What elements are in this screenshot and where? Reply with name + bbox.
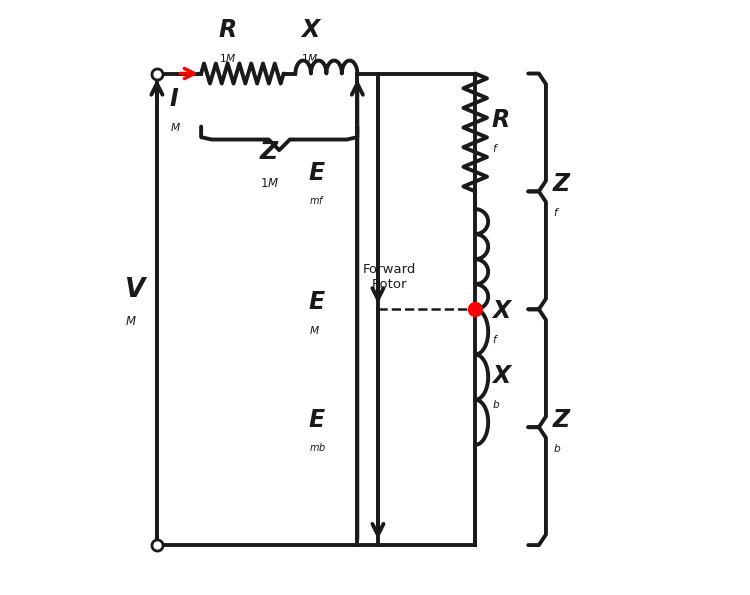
Text: $_{1M}$: $_{1M}$ (219, 50, 237, 65)
Text: $_{1M}$: $_{1M}$ (260, 172, 280, 190)
Text: $_{f}$: $_{f}$ (492, 140, 499, 155)
Text: $_{mf}$: $_{mf}$ (309, 193, 326, 206)
Text: Z: Z (260, 140, 278, 164)
Text: $_{1M}$: $_{1M}$ (302, 50, 320, 65)
Text: E: E (309, 161, 325, 184)
Text: $_{f}$: $_{f}$ (553, 204, 560, 220)
Text: E: E (309, 290, 325, 314)
Text: $_{M}$: $_{M}$ (124, 311, 136, 328)
Text: X: X (492, 299, 510, 323)
Text: $_{mb}$: $_{mb}$ (309, 440, 326, 454)
Text: $_{M}$: $_{M}$ (170, 119, 181, 134)
Text: R: R (219, 18, 237, 42)
Text: Z: Z (553, 408, 570, 432)
Text: $_{f}$: $_{f}$ (492, 331, 499, 346)
Text: $_{b}$: $_{b}$ (553, 440, 562, 455)
Text: Z: Z (553, 173, 570, 196)
Text: E: E (309, 408, 325, 432)
Text: V: V (124, 277, 145, 303)
Text: X: X (492, 364, 510, 388)
Text: R: R (492, 108, 510, 131)
Text: $_{b}$: $_{b}$ (492, 396, 500, 411)
Text: Forward
Rotor: Forward Rotor (363, 263, 416, 291)
Text: $_{M}$: $_{M}$ (309, 322, 320, 337)
Text: X: X (302, 18, 320, 42)
Text: I: I (170, 87, 178, 111)
